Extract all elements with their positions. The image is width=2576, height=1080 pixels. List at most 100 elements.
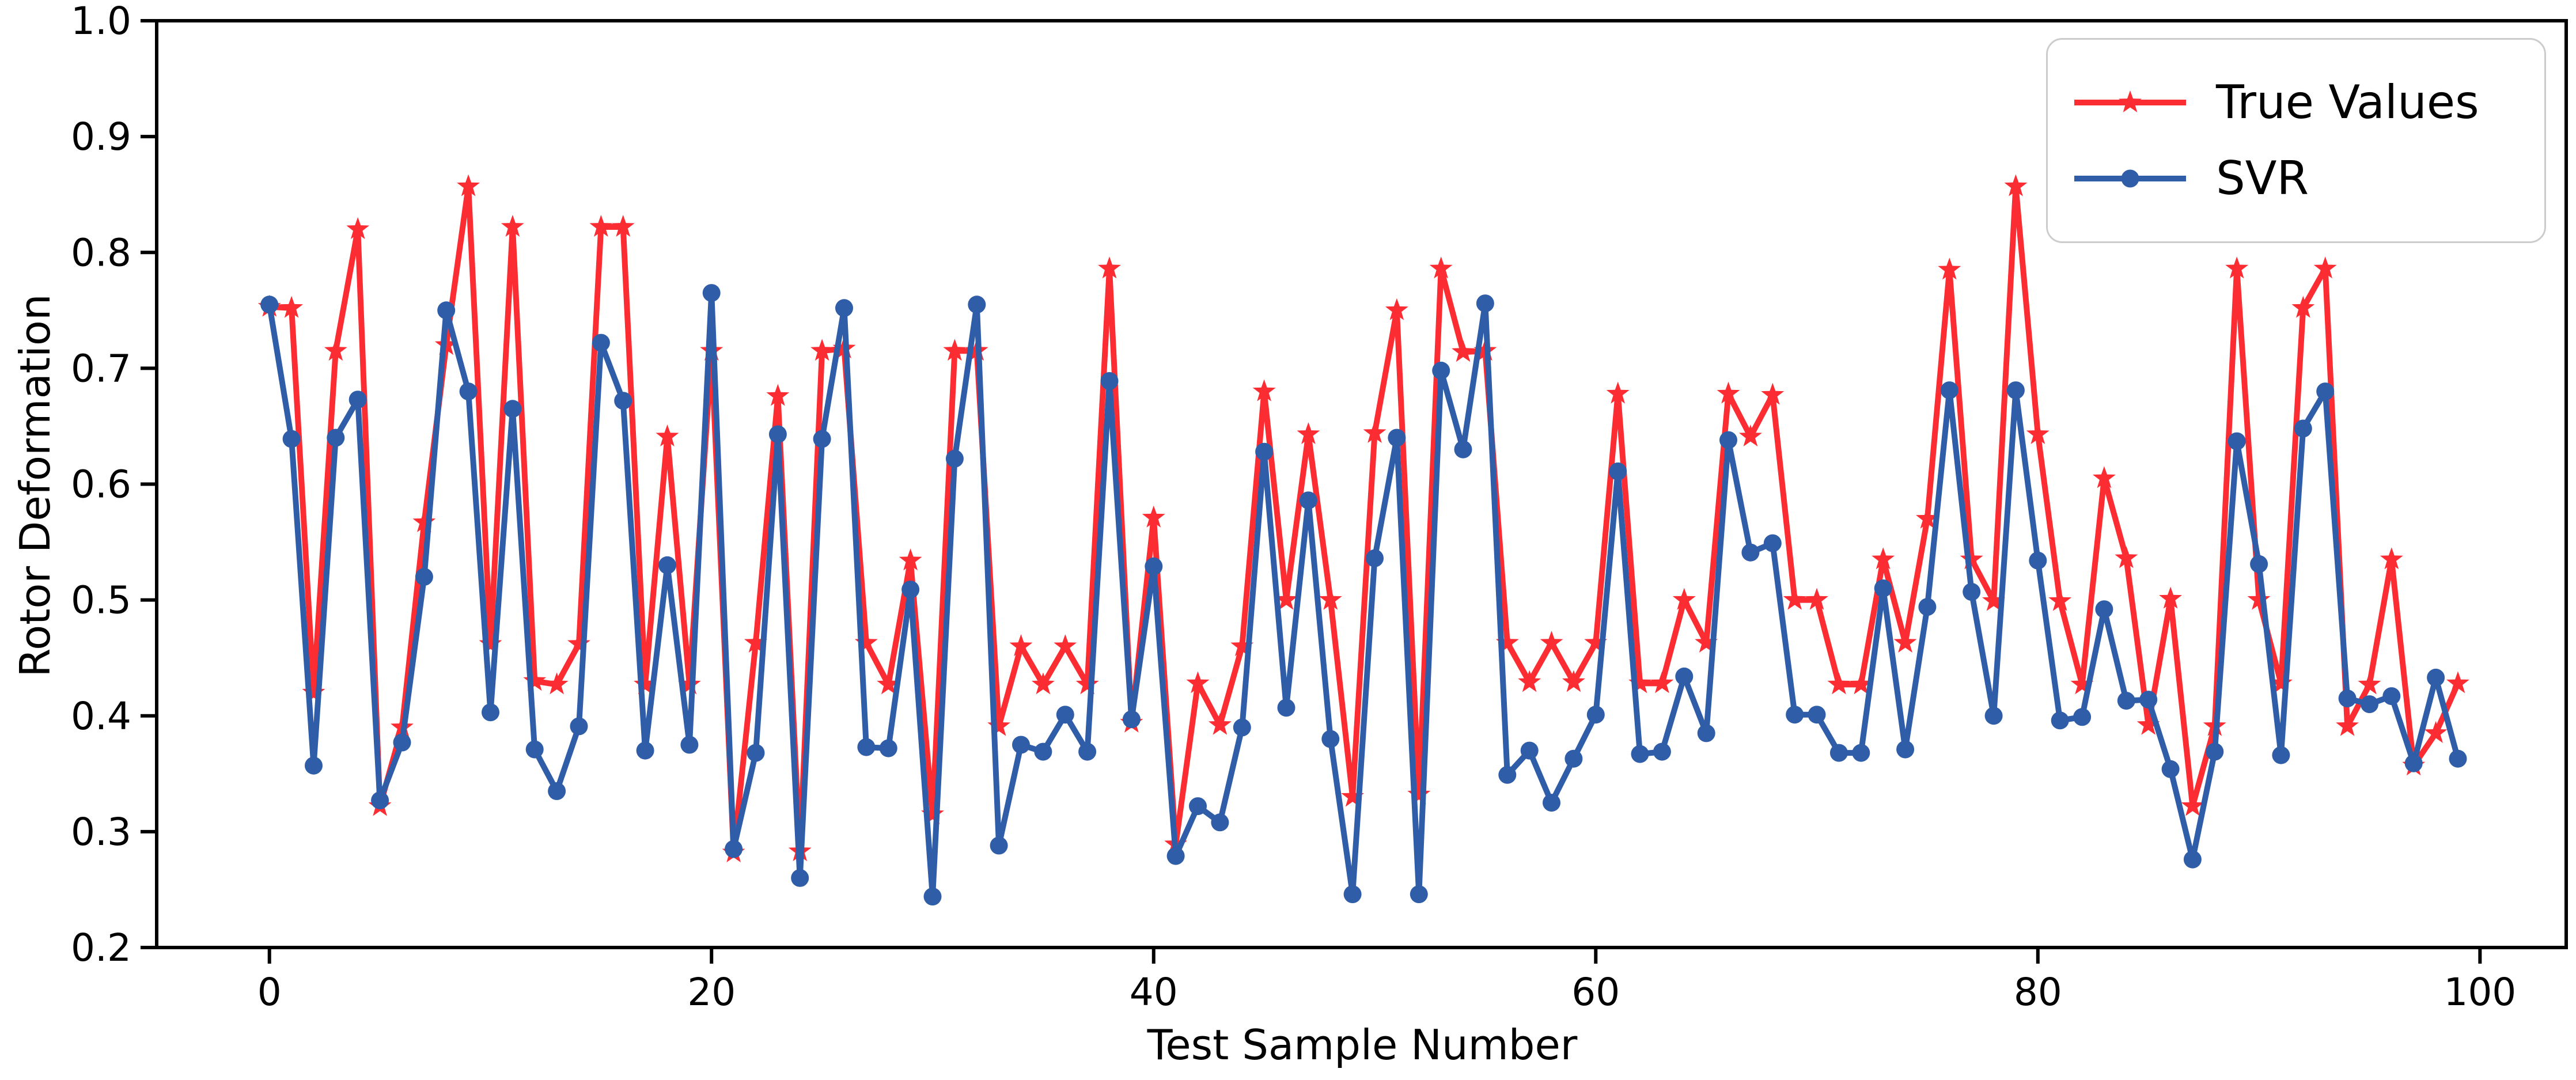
- true-values-point: [1098, 256, 1121, 279]
- y-tick-label: 0.5: [71, 578, 131, 623]
- svr-point: [813, 430, 831, 448]
- svr-point: [1366, 549, 1384, 567]
- svr-point: [2139, 691, 2158, 709]
- svr-point: [1255, 442, 1274, 461]
- true-values-line: [266, 183, 2461, 856]
- true-values-point: [2380, 547, 2403, 570]
- x-tick-label: 20: [687, 970, 736, 1014]
- true-values-point: [2026, 422, 2050, 444]
- true-values-point: [302, 680, 325, 703]
- svr-point: [1786, 706, 1804, 724]
- svr-point: [1984, 707, 2003, 725]
- svr-point: [747, 744, 765, 762]
- true-values-point: [1540, 631, 1563, 653]
- svr-point: [260, 295, 279, 314]
- true-values-point: [899, 548, 922, 571]
- true-values-point: [1982, 589, 2005, 611]
- legend: True Values SVR: [2046, 38, 2546, 243]
- svr-point: [1388, 429, 1406, 447]
- true-values-point: [2048, 589, 2072, 611]
- svr-point: [680, 736, 699, 754]
- true-values-point: [1695, 631, 1718, 653]
- true-values-point: [2225, 256, 2249, 279]
- svr-point: [2051, 711, 2069, 730]
- true-values-point: [877, 672, 900, 695]
- y-tick-label: 0.6: [71, 463, 131, 507]
- true-values-point: [1075, 672, 1099, 695]
- svr-point: [1343, 885, 1362, 903]
- svr-point: [1653, 742, 1671, 761]
- true-values-point: [457, 174, 480, 196]
- svr-point: [791, 869, 809, 887]
- svr-point: [1829, 744, 1848, 762]
- true-values-point: [1319, 588, 1342, 610]
- x-tick-label: 0: [257, 970, 282, 1014]
- svr-point: [1321, 730, 1340, 748]
- true-values-point: [1606, 381, 1630, 404]
- true-values-point: [1805, 588, 1828, 610]
- svr-point: [2250, 555, 2268, 573]
- true-values-point: [1872, 547, 1895, 570]
- x-axis-label: Test Sample Number: [1147, 1021, 1578, 1069]
- true-values-point: [412, 510, 436, 532]
- svr-point: [415, 567, 433, 586]
- true-values-point: [1628, 671, 1651, 694]
- svr-point: [1963, 583, 1981, 601]
- svr-point: [1122, 710, 1141, 729]
- true-values-point: [2136, 713, 2160, 735]
- svr-point: [503, 400, 522, 418]
- true-values-point: [1341, 785, 1365, 807]
- true-values-point: [1495, 631, 1519, 653]
- svr-point: [393, 733, 411, 752]
- svr-point: [2382, 687, 2401, 706]
- true-values-point: [1893, 631, 1917, 653]
- true-values-point: [1849, 672, 1873, 695]
- y-tick-label: 0.3: [71, 810, 131, 854]
- true-values-point: [1650, 671, 1674, 694]
- true-values-point: [987, 714, 1011, 736]
- svr-point: [1586, 706, 1605, 724]
- svr-point: [2294, 419, 2312, 438]
- svr-point: [1808, 706, 1826, 724]
- svr-point: [1277, 699, 1295, 717]
- true-values-point: [810, 339, 834, 361]
- x-tick-label: 60: [1571, 970, 1620, 1014]
- svr-point: [990, 836, 1008, 855]
- svr-point: [1719, 431, 1737, 449]
- svr-point: [2404, 754, 2423, 772]
- svr-point: [923, 888, 942, 905]
- svr-point: [1476, 294, 1494, 313]
- svr-point: [548, 782, 566, 800]
- svr-point: [2183, 850, 2202, 869]
- svr-point: [1410, 885, 1428, 903]
- true-values-point: [2313, 256, 2337, 279]
- y-tick-label: 0.8: [71, 230, 131, 275]
- y-axis-label: Rotor Deformation: [11, 294, 59, 677]
- svr-point: [2427, 668, 2445, 687]
- svr-point: [2361, 695, 2378, 714]
- true-values-point: [2247, 588, 2271, 610]
- svr-point: [1166, 847, 1185, 865]
- true-values-point: [921, 802, 944, 824]
- true-values-point: [567, 632, 590, 654]
- svr-point: [459, 382, 478, 401]
- svr-point: [2161, 760, 2180, 778]
- svr-point: [901, 581, 920, 598]
- true-values-point: [1738, 425, 1762, 446]
- true-values-point: [766, 384, 790, 406]
- svr-point: [2117, 692, 2135, 710]
- svr-point: [1675, 667, 1694, 685]
- true-values-point: [346, 217, 370, 239]
- svr-point: [1012, 736, 1030, 754]
- svr-point: [2449, 749, 2467, 768]
- true-values-point: [1562, 670, 1585, 692]
- true-values-point: [2070, 672, 2094, 695]
- true-values-point: [854, 631, 878, 653]
- svr-point: [2029, 551, 2047, 570]
- svr-point: [1896, 740, 1915, 759]
- true-values-point: [479, 632, 502, 654]
- svr-point: [1145, 557, 1163, 575]
- true-values-point: [744, 631, 767, 653]
